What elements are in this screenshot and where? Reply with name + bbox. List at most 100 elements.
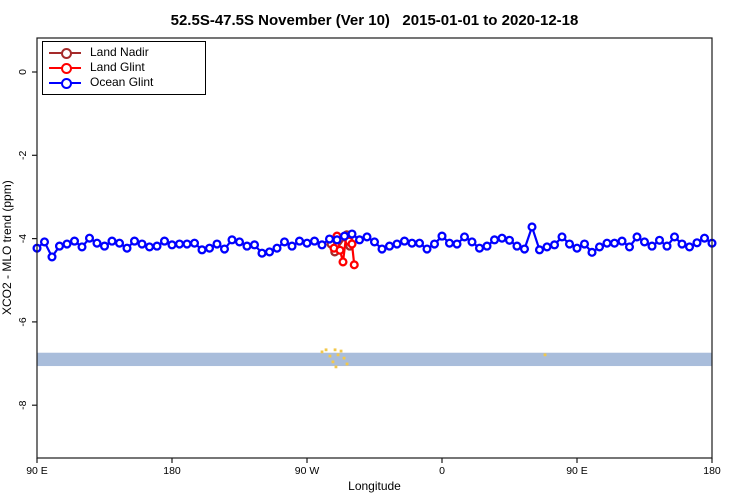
flagged-point <box>333 348 337 352</box>
ocean-glint-point <box>414 238 425 248</box>
legend-item-ocean-glint: Ocean Glint <box>43 75 205 90</box>
land-nadir-marker-icon <box>49 47 81 59</box>
y-tick-label: -4 <box>17 234 29 243</box>
ocean-glint-point <box>444 238 455 248</box>
ocean-glint-point <box>212 239 222 249</box>
ocean-glint-point <box>324 234 335 244</box>
ocean-glint-point <box>699 233 710 243</box>
ocean-glint-point <box>182 239 192 249</box>
ocean-glint-point <box>474 243 485 253</box>
ocean-glint-point <box>69 236 80 246</box>
ocean-glint-point <box>317 240 327 250</box>
x-tick-label: 90 W <box>295 465 320 477</box>
ocean-glint-point <box>39 237 50 247</box>
ocean-glint-point <box>144 242 155 252</box>
ocean-glint-point <box>92 238 102 248</box>
ocean-glint-point <box>557 232 567 242</box>
flagged-point <box>320 350 324 354</box>
plot-border <box>36 37 713 459</box>
ocean-glint-point <box>617 236 627 246</box>
ocean-glint-point <box>587 247 597 257</box>
ocean-glint-point <box>234 237 245 247</box>
flagged-point <box>336 353 340 357</box>
ocean-glint-point <box>309 236 320 246</box>
ocean-glint-point <box>84 233 95 243</box>
ocean-glint-point <box>384 241 395 251</box>
ocean-glint-point <box>54 241 65 251</box>
x-tick-label: 180 <box>703 465 721 477</box>
ocean-glint-point <box>242 241 252 251</box>
legend-label: Land Nadir <box>90 45 149 59</box>
ocean-glint-point <box>227 235 237 245</box>
ocean-glint-point <box>527 222 537 232</box>
ocean-glint-point <box>62 239 72 249</box>
ocean-glint-point <box>354 235 365 245</box>
ocean-glint-point <box>77 242 87 252</box>
ocean-glint-point <box>407 238 417 248</box>
ocean-glint-point <box>602 238 612 248</box>
ocean-glint-point <box>497 233 507 243</box>
ocean-glint-point <box>339 231 350 241</box>
land-glint-point <box>347 239 357 249</box>
ocean-glint-point <box>129 236 140 246</box>
legend-item-land-nadir: Land Nadir <box>43 45 205 60</box>
ocean-glint-point <box>594 242 605 252</box>
flagged-point <box>324 348 328 352</box>
ocean-glint-point <box>639 237 650 247</box>
land-glint-point <box>349 260 359 270</box>
legend: Land Nadir Land Glint Ocean Glint <box>42 41 206 95</box>
ocean-glint-point <box>467 237 477 247</box>
x-tick-label: 0 <box>439 465 445 477</box>
ocean-glint-point <box>159 236 170 246</box>
flagged-point <box>339 349 343 353</box>
y-axis-label: XCO2 - MLO trend (ppm) <box>0 180 14 316</box>
land-glint-point <box>338 257 348 267</box>
ocean-glint-point <box>122 243 132 253</box>
flagged-point <box>543 353 547 357</box>
ocean-glint-point <box>332 235 342 245</box>
ocean-glint-point <box>257 248 267 258</box>
ocean-glint-point <box>219 244 230 254</box>
ocean-glint-point <box>534 245 545 255</box>
ocean-glint-point <box>482 241 492 251</box>
ocean-glint-point <box>279 237 290 247</box>
x-tick-label: 180 <box>163 465 181 477</box>
ocean-glint-point <box>287 241 297 251</box>
y-tick-label: -8 <box>17 400 29 409</box>
ocean-glint-point <box>294 236 305 246</box>
ocean-glint-point <box>504 235 515 245</box>
y-tick-label: -6 <box>17 317 29 326</box>
ocean-glint-point <box>249 240 260 250</box>
ocean-glint-point <box>579 239 590 249</box>
ocean-glint-point <box>107 236 117 246</box>
ocean-glint-point <box>174 239 185 249</box>
ocean-glint-point <box>429 239 440 249</box>
ocean-glint-point <box>692 238 702 248</box>
ocean-glint-point <box>632 232 642 242</box>
ocean-glint-marker-icon <box>49 77 81 89</box>
ocean-glint-point <box>564 239 575 249</box>
flagged-point <box>328 354 332 358</box>
ocean-glint-point <box>272 243 282 253</box>
flagged-point <box>345 362 349 366</box>
ocean-glint-point <box>99 241 110 251</box>
ocean-glint-point <box>452 239 462 249</box>
ocean-glint-point <box>549 240 560 250</box>
chart-title: 52.5S-47.5S November (Ver 10) 2015-01-01… <box>170 12 579 29</box>
ocean-glint-point <box>264 247 275 257</box>
ocean-glint-point <box>167 240 177 250</box>
ocean-glint-point <box>489 235 500 245</box>
ocean-glint-point <box>512 241 522 251</box>
land-glint-marker-icon <box>49 62 81 74</box>
land-glint-point <box>335 245 345 255</box>
ocean-glint-point <box>302 238 312 248</box>
ocean-glint-point <box>542 242 552 252</box>
ocean-glint-point <box>459 232 470 242</box>
legend-label: Ocean Glint <box>90 75 154 89</box>
ocean-glint-point <box>392 239 402 249</box>
ocean-glint-point <box>377 244 387 254</box>
x-tick-label: 90 E <box>566 465 588 477</box>
ocean-glint-point <box>422 244 432 254</box>
